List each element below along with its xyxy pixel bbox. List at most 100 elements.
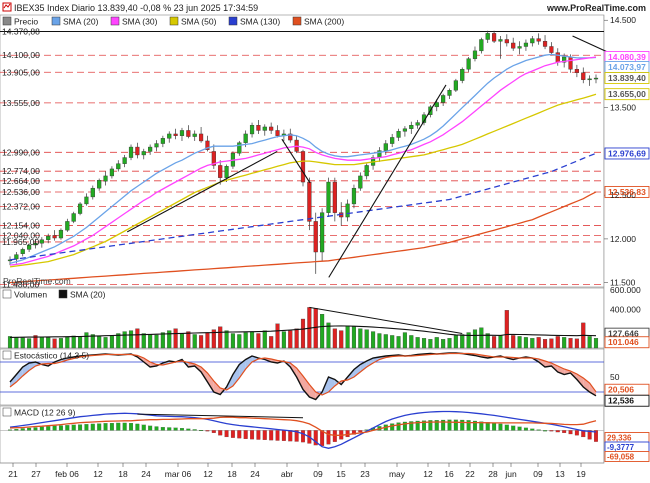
volume-bar bbox=[332, 328, 337, 349]
volume-bar bbox=[300, 318, 306, 349]
candle-body bbox=[313, 221, 318, 253]
stoch-fill bbox=[143, 358, 151, 367]
candle-body bbox=[224, 166, 229, 178]
candle-body bbox=[415, 122, 420, 126]
candle-body bbox=[97, 180, 102, 189]
macd-tag: -9,3777 bbox=[607, 443, 635, 452]
macd-histogram-bar bbox=[479, 421, 484, 431]
stoch-d-line bbox=[9, 352, 597, 396]
candle-body bbox=[135, 146, 140, 156]
volume-bar bbox=[377, 333, 382, 349]
candle-body bbox=[20, 249, 25, 254]
macd-histogram-bar bbox=[517, 426, 522, 431]
trend-line bbox=[126, 150, 278, 233]
x-tick-label: 21 bbox=[8, 469, 18, 479]
volume-bar bbox=[20, 337, 25, 349]
stoch-tick-label: 50 bbox=[610, 372, 620, 382]
volume-bar bbox=[530, 338, 535, 349]
candle-body bbox=[491, 33, 497, 42]
macd-histogram-bar bbox=[39, 426, 44, 431]
macd-histogram-bar bbox=[269, 430, 274, 441]
candle-body bbox=[523, 42, 529, 47]
macd-histogram-bar bbox=[555, 430, 560, 433]
candle-body bbox=[148, 146, 153, 152]
volume-bar bbox=[421, 338, 427, 349]
candle-body bbox=[485, 33, 490, 40]
candle-body bbox=[581, 72, 586, 80]
x-tick-label: 22 bbox=[465, 469, 475, 479]
candle-body bbox=[243, 133, 248, 143]
value-tag: 13.655,00 bbox=[608, 89, 646, 99]
candle-body bbox=[167, 133, 172, 139]
volume-bar bbox=[218, 326, 223, 349]
stoch-fill bbox=[213, 381, 221, 395]
macd-histogram-bar bbox=[33, 427, 38, 431]
window-icon[interactable] bbox=[2, 2, 12, 12]
sma-line-130 bbox=[9, 152, 597, 261]
candle-body bbox=[555, 52, 560, 63]
candle-body bbox=[256, 124, 261, 131]
legend-swatch bbox=[169, 16, 179, 26]
left-level-label: 12.536,00 bbox=[2, 187, 40, 197]
candle-body bbox=[453, 80, 458, 91]
macd-histogram-bar bbox=[78, 424, 83, 431]
volume-bar bbox=[116, 333, 121, 349]
macd-histogram-bar bbox=[511, 425, 516, 431]
candle-body bbox=[218, 165, 223, 178]
candle-body bbox=[154, 143, 159, 148]
title-bar bbox=[0, 0, 650, 15]
legend-label: SMA (30) bbox=[122, 17, 158, 27]
macd-histogram-bar bbox=[52, 425, 57, 431]
x-tick-label: may bbox=[389, 469, 406, 479]
candle-body bbox=[65, 221, 70, 231]
x-tick-label: 18 bbox=[118, 469, 128, 479]
volume-bar bbox=[205, 332, 210, 349]
right-tick-label: 11.500 bbox=[610, 278, 636, 288]
volume-bar bbox=[351, 326, 356, 349]
volume-bar bbox=[447, 338, 452, 349]
candle-body bbox=[536, 38, 541, 42]
volume-bar bbox=[58, 338, 63, 349]
left-level-label: 11.480,00 bbox=[2, 279, 39, 289]
candle-body bbox=[211, 151, 216, 166]
legend-label: SMA (130) bbox=[240, 17, 280, 27]
macd-histogram-bar bbox=[460, 419, 465, 431]
macd-histogram-bar bbox=[351, 430, 356, 435]
sma-line-30 bbox=[9, 56, 597, 266]
stoch-fill bbox=[583, 378, 590, 392]
volume-bar bbox=[415, 337, 420, 349]
candle-body bbox=[511, 42, 516, 49]
value-tag: 14.080,39 bbox=[608, 52, 646, 62]
value-tag-box bbox=[604, 185, 650, 198]
left-level-label: 11.965,00 bbox=[2, 237, 39, 247]
stoch-tag: 12,536 bbox=[608, 396, 634, 406]
macd-histogram-bar bbox=[498, 423, 503, 431]
sma-line-200 bbox=[9, 191, 597, 284]
volume-bar bbox=[186, 331, 191, 349]
legend-swatch bbox=[58, 289, 68, 299]
candle-body bbox=[549, 46, 554, 53]
candle-body bbox=[574, 69, 579, 73]
macd-histogram-bar bbox=[587, 430, 592, 440]
volume-bar bbox=[243, 332, 248, 349]
volume-bar bbox=[14, 337, 19, 349]
x-tick-label: mar 06 bbox=[165, 469, 192, 479]
x-tick-label: 27 bbox=[31, 469, 41, 479]
macd-histogram-bar bbox=[199, 430, 204, 432]
volume-bar bbox=[179, 333, 185, 349]
macd-histogram-bar bbox=[313, 430, 318, 446]
volume-bar bbox=[428, 339, 433, 349]
volume-bar bbox=[65, 337, 70, 349]
volume-bar bbox=[434, 337, 439, 349]
macd-histogram-bar bbox=[46, 426, 51, 431]
left-level-label: 13.555,00 bbox=[2, 98, 40, 108]
candle-body bbox=[441, 95, 446, 103]
stoch-fill bbox=[309, 384, 316, 400]
candle-body bbox=[269, 126, 274, 131]
stoch-fill bbox=[296, 368, 303, 390]
macd-histogram-bar bbox=[243, 430, 248, 439]
left-level-label: 14.370,88 bbox=[2, 27, 40, 37]
macd-histogram-bar bbox=[14, 429, 19, 431]
macd-histogram-bar bbox=[562, 430, 567, 433]
